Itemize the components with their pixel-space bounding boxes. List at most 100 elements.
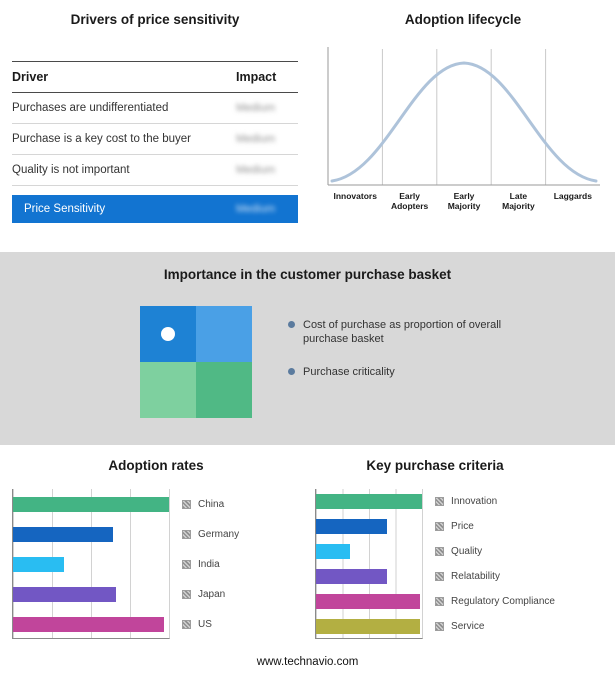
bullet-text: Cost of purchase as proportion of overal…: [303, 319, 502, 346]
legend-row: Germany: [182, 519, 239, 549]
bullet-text: Purchase criticality: [303, 365, 395, 378]
legend-marker-icon: [435, 522, 445, 531]
drivers-title: Drivers of price sensitivity: [70, 12, 240, 27]
bullet-dot-icon: [288, 321, 295, 328]
legend-marker-icon: [182, 559, 191, 569]
quadrant-top-right: [196, 306, 252, 362]
driver-cell: Purchase is a key cost to the buyer: [12, 133, 191, 145]
legend-row: Quality: [435, 539, 555, 564]
basket-bullets: Cost of purchase as proportion of overal…: [288, 306, 506, 418]
legend-row: Price: [435, 514, 555, 539]
bar-regulatory-compliance: [316, 594, 420, 609]
price-sensitivity-impact: Medium: [236, 203, 276, 215]
bar-label: Price: [451, 521, 474, 532]
lifecycle-bell-curve-chart: [327, 47, 600, 186]
position-dot: [161, 327, 175, 341]
legend-marker-icon: [182, 619, 191, 629]
purchase-criteria-panel: Key purchase criteria Innovation Price Qua…: [315, 458, 555, 639]
legend-row: India: [182, 549, 239, 579]
bar-row: [13, 549, 169, 579]
price-sensitivity-row: Price Sensitivity Medium: [12, 195, 298, 223]
adoption-rates-title: Adoption rates: [108, 458, 204, 473]
basket-bullet: Cost of purchase as proportion of overal…: [288, 318, 506, 347]
bar-innovation: [316, 494, 423, 509]
bar-row: [316, 514, 422, 539]
bullet-dot-icon: [288, 367, 295, 375]
adoption-rates-chart: China Germany India Japan US: [12, 489, 300, 639]
bar-quality: [316, 544, 350, 559]
bar-row: [13, 579, 169, 609]
lifecycle-title: Adoption lifecycle: [404, 12, 522, 27]
basket-bullet: Purchase criticality: [288, 365, 506, 379]
price-sensitivity-label: Price Sensitivity: [24, 203, 106, 215]
driver-row: Purchase is a key cost to the buyer Mediu…: [12, 124, 298, 155]
basket-title: Importance in the customer purchase bask…: [163, 267, 452, 282]
impact-cell: Medium: [236, 102, 276, 114]
legend-row: Relatability: [435, 564, 555, 589]
quadrant-matrix: [140, 306, 252, 418]
bar-germany: [13, 526, 113, 542]
bar-label: China: [198, 498, 225, 510]
impact-cell: Medium: [236, 164, 276, 176]
purchase-criteria-plot: [315, 489, 424, 639]
bar-row: [316, 539, 422, 564]
drivers-table: Driver Impact Purchases are undifferenti…: [12, 61, 298, 223]
adoption-rates-panel: Adoption rates China Germany India Japan US: [12, 458, 300, 639]
bar-row: [316, 589, 422, 614]
purchase-criteria-title: Key purchase criteria: [366, 458, 504, 473]
bell-curve: [330, 61, 598, 183]
basket-content: Cost of purchase as proportion of overal…: [140, 306, 615, 418]
bar-india: [13, 556, 65, 572]
bar-label: Service: [451, 621, 485, 632]
legend-marker-icon: [182, 499, 191, 509]
legend-row: Innovation: [435, 489, 555, 514]
legend-marker-icon: [435, 597, 445, 606]
impact-column-header: Impact: [236, 70, 277, 84]
lifecycle-stage-label: Early Majority: [447, 191, 481, 212]
lifecycle-stage-label: Late Majority: [502, 191, 535, 212]
lifecycle-stage-label: Early Adopters: [390, 191, 429, 212]
purchase-basket-band: Importance in the customer purchase bask…: [0, 252, 615, 445]
bar-label: US: [198, 618, 212, 630]
legend-marker-icon: [435, 497, 445, 506]
driver-row: Quality is not important Medium: [12, 155, 298, 186]
drivers-table-header: Driver Impact: [12, 61, 298, 93]
impact-cell: Medium: [236, 133, 276, 145]
adoption-rates-plot: [12, 489, 170, 639]
bar-label: Japan: [198, 588, 226, 600]
website-url: www.technavio.com: [256, 656, 359, 668]
quadrant-bottom-right: [196, 362, 252, 418]
legend-marker-icon: [182, 529, 191, 539]
legend-marker-icon: [435, 547, 445, 556]
legend-row: Service: [435, 614, 555, 639]
drivers-table-rows: Purchases are undifferentiated Medium Purc…: [12, 93, 298, 186]
bar-row: [316, 564, 422, 589]
bar-price: [316, 519, 388, 534]
lifecycle-panel: Adoption lifecycle Innovators Early Adopt…: [322, 12, 604, 211]
legend-marker-icon: [435, 572, 445, 581]
legend-row: Regulatory Compliance: [435, 589, 555, 614]
driver-column-header: Driver: [12, 70, 49, 84]
purchase-criteria-chart: Innovation Price Quality Relatability Regula…: [315, 489, 555, 639]
adoption-rates-legend: China Germany India Japan US: [182, 489, 239, 639]
bar-us: [13, 616, 165, 632]
bar-relatability: [316, 569, 388, 584]
bar-label: Quality: [451, 546, 483, 557]
bar-label: Relatability: [451, 571, 500, 582]
legend-marker-icon: [435, 622, 445, 631]
legend-marker-icon: [182, 589, 191, 599]
driver-cell: Quality is not important: [12, 164, 130, 176]
bar-label: Innovation: [451, 496, 498, 507]
driver-row: Purchases are undifferentiated Medium: [12, 93, 298, 124]
quadrant-bottom-left: [140, 362, 196, 418]
bar-row: [13, 609, 169, 639]
bar-label: Regulatory Compliance: [451, 596, 555, 607]
legend-row: US: [182, 609, 239, 639]
bar-service: [316, 619, 420, 634]
legend-row: China: [182, 489, 239, 519]
bar-row: [13, 519, 169, 549]
driver-cell: Purchases are undifferentiated: [12, 102, 169, 114]
bar-label: Germany: [198, 528, 240, 540]
bar-japan: [13, 586, 116, 602]
